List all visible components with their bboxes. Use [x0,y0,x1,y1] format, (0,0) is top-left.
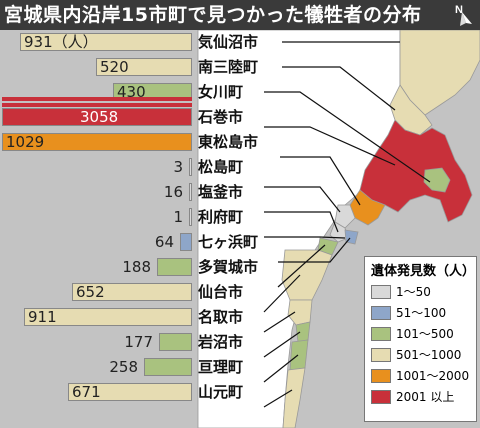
municipality-name: 七ヶ浜町 [198,233,259,251]
legend-swatch [371,305,391,320]
legend-item: 1～50 [365,281,476,302]
value-label: 911 [28,308,57,326]
value-label: 1029 [6,133,45,151]
municipality-name: 石巻市 [198,108,244,126]
municipality-name: 岩沼市 [198,333,244,351]
municipality-row: 188 多賀城市 [0,257,480,277]
value-label: 3 [173,158,183,176]
value-bar [159,333,192,351]
municipality-name: 東松島市 [198,133,259,151]
municipality-row: 3 松島町 [0,157,480,177]
value-label: 177 [124,333,153,351]
municipality-row: 258 亘理町 [0,357,480,377]
value-label: 430 [117,83,146,101]
value-bar [189,158,192,176]
municipality-name: 名取市 [198,308,244,326]
region-ishinomaki [359,119,473,223]
legend-label: 501～1000 [396,348,462,362]
value-label: 258 [109,358,138,376]
value-label: 3058 [80,108,119,126]
value-bar [189,183,192,201]
value-bar [68,383,192,401]
municipality-row: 652 仙台市 [0,282,480,302]
value-bar [189,208,192,226]
municipality-row: 177 岩沼市 [0,332,480,352]
value-bar [2,133,192,151]
legend: 遺体発見数（人） 1～50 51～100 101～500 501～1000 1001～2… [364,256,477,422]
value-label: 16 [163,183,183,201]
municipality-name: 利府町 [198,208,244,226]
legend-swatch [371,389,391,404]
value-label: 1 [173,208,183,226]
legend-items: 1～50 51～100 101～500 501～1000 1001～2000 2001 以… [365,281,476,407]
municipality-name: 多賀城市 [198,258,259,276]
value-label: 520 [100,58,129,76]
region-onagawa [423,167,451,193]
value-bar [144,358,192,376]
municipality-row: 16 塩釜市 [0,182,480,202]
municipality-row: 520 南三陸町 [0,57,480,77]
municipality-row: 1 利府町 [0,207,480,227]
legend-item: 1001～2000 [365,365,476,386]
legend-label: 101～500 [396,327,454,341]
municipality-name: 松島町 [198,158,244,176]
municipality-name: 仙台市 [198,283,244,301]
legend-item: 101～500 [365,323,476,344]
legend-label: 1001～2000 [396,369,470,383]
legend-label: 51～100 [396,306,447,320]
municipality-name: 南三陸町 [198,58,259,76]
legend-item: 2001 以上 [365,386,476,407]
overflow-bar-segment [2,97,192,101]
legend-swatch [371,347,391,362]
municipality-row: 64 七ヶ浜町 [0,232,480,252]
value-label: 652 [76,283,105,301]
legend-item: 51～100 [365,302,476,323]
value-bar [20,33,192,51]
value-bar [180,233,192,251]
value-bar [157,258,192,276]
legend-label: 2001 以上 [396,390,455,404]
municipality-row: 671 山元町 [0,382,480,402]
legend-title: 遺体発見数（人） [371,264,476,279]
municipality-name: 山元町 [198,383,244,401]
figure-title: 宮城県内沿岸15市町で見つかった犠牲者の分布 [0,0,480,30]
value-bar [2,108,192,126]
value-bar [96,58,192,76]
legend-swatch [371,326,391,341]
value-label: 671 [72,383,101,401]
municipality-row: 931（人） 気仙沼市 [0,32,480,52]
municipality-row: 3058 石巻市 [0,97,480,127]
region-matsushima [334,204,356,229]
municipality-row: 911 名取市 [0,307,480,327]
municipality-name: 気仙沼市 [198,33,259,51]
north-arrow-icon: N [455,4,472,26]
municipality-name: 亘理町 [198,358,244,376]
value-label: 64 [154,233,174,251]
municipality-name: 女川町 [198,83,244,101]
municipality-row: 1029 東松島市 [0,132,480,152]
overflow-bar-segment [2,103,192,107]
municipality-name: 塩釜市 [198,183,244,201]
legend-swatch [371,284,391,299]
legend-label: 1～50 [396,285,431,299]
north-label: N [455,4,463,16]
value-bar [24,308,192,326]
legend-swatch [371,368,391,383]
legend-item: 501～1000 [365,344,476,365]
municipality-row: 430 女川町 [0,82,480,102]
value-bar [72,283,192,301]
region-yamamoto [282,367,306,428]
value-label: 188 [122,258,151,276]
value-label: 931（人） [24,33,98,51]
coastline-map [197,30,480,428]
